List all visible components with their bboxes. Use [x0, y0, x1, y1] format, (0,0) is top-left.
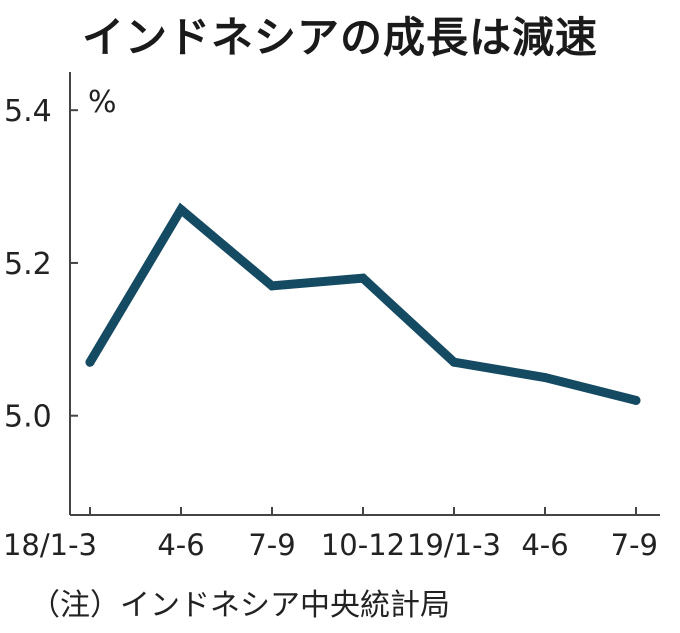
x-tick-label: 19/1-3 — [407, 528, 501, 562]
x-tick-label: 7-9 — [611, 528, 658, 562]
y-tick-label: 5.2 — [4, 247, 52, 282]
chart-title: インドネシアの成長は減速 — [81, 13, 598, 62]
data-point — [449, 357, 459, 367]
x-tick-label: 18/1-3 — [3, 528, 97, 562]
y-unit-label: % — [88, 85, 117, 120]
x-tick-label: 4-6 — [521, 528, 568, 562]
x-tick-label: 10-12 — [321, 528, 405, 562]
data-point — [267, 281, 277, 291]
y-tick-label: 5.4 — [4, 94, 52, 129]
data-point — [176, 204, 186, 214]
data-point — [358, 273, 368, 283]
series-line — [85, 202, 641, 405]
data-point — [631, 395, 641, 405]
x-tick-group: 18/1-3 4-6 7-9 10-12 19/1-3 4-6 7-9 — [3, 507, 658, 562]
y-tick-group: 5.0 5.2 5.4 — [4, 94, 78, 435]
data-point — [540, 373, 550, 383]
source-note: （注）インドネシア中央統計局 — [30, 588, 450, 623]
x-tick-label: 4-6 — [157, 528, 204, 562]
y-tick-label: 5.0 — [4, 400, 52, 435]
x-tick-label: 7-9 — [248, 528, 295, 562]
data-point — [85, 357, 95, 367]
